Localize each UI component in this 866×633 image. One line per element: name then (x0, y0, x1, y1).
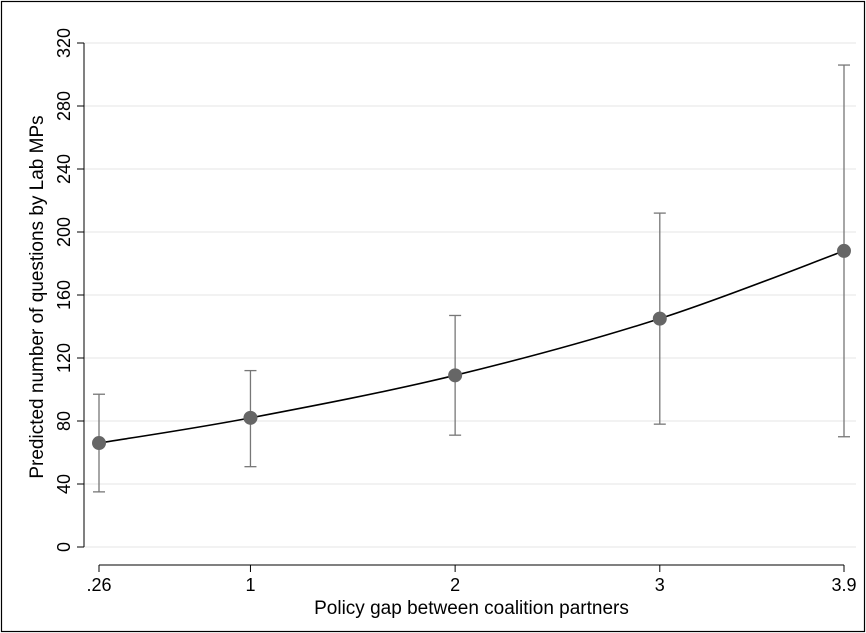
data-point (837, 243, 851, 258)
data-point (243, 410, 258, 425)
y-tick-label: 320 (54, 28, 74, 58)
data-point (652, 311, 667, 326)
x-tick-label: 2 (450, 575, 460, 595)
data-point (92, 436, 106, 451)
x-tick-label: 1 (245, 575, 255, 595)
series-line (98, 250, 845, 444)
y-tick-label: 80 (54, 411, 74, 431)
x-tick-label: 3.9 (831, 575, 856, 595)
y-tick-label: 200 (54, 217, 74, 247)
x-axis-label: Policy gap between coalition partners (314, 598, 629, 619)
data-points (92, 243, 851, 451)
y-tick-label: 40 (54, 474, 74, 494)
x-tick-label: 3 (655, 575, 665, 595)
y-tick-label: 280 (54, 91, 74, 121)
y-tick-label: 120 (54, 343, 74, 373)
error-bars (93, 64, 850, 493)
y-ticks: 0 40 80 120 160 200 240 280 320 (54, 28, 84, 552)
grid-lines (84, 42, 856, 548)
y-tick-label: 160 (54, 280, 74, 310)
x-ticks: .26 1 2 3 3.9 (86, 565, 857, 595)
y-tick-label: 0 (54, 542, 74, 552)
data-point (448, 368, 463, 383)
y-axis-label: Predicted number of questions by Lab MPs (27, 115, 48, 478)
x-tick-label: .26 (86, 575, 111, 595)
y-tick-label: 240 (54, 154, 74, 184)
